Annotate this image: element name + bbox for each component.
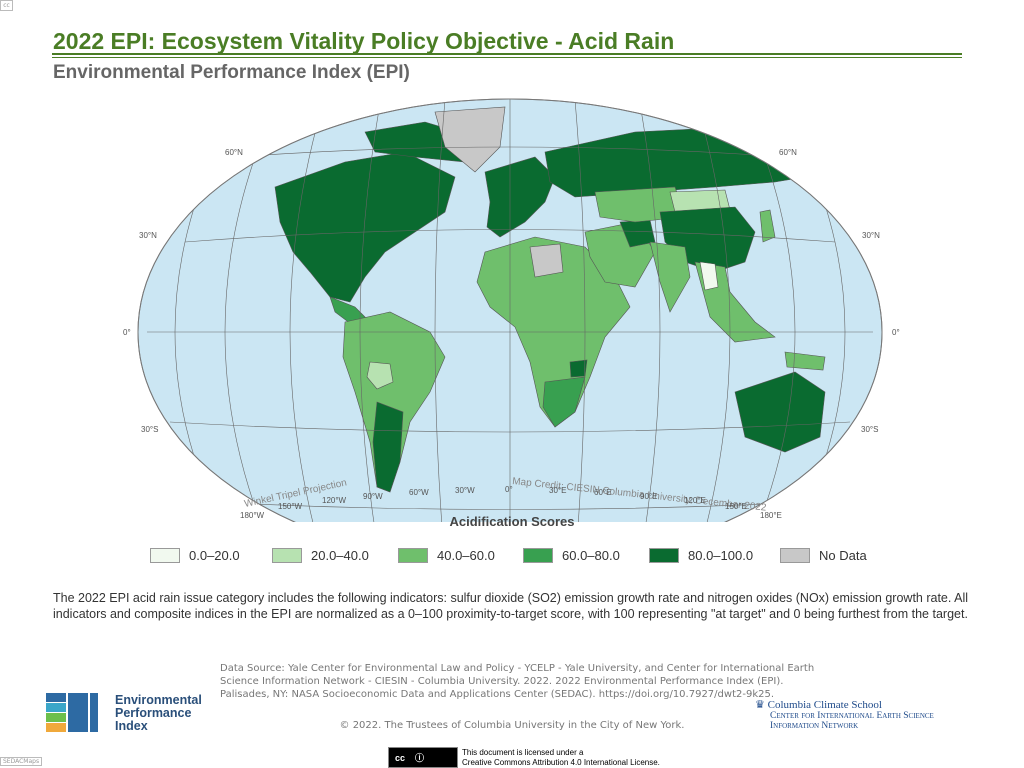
legend-swatch bbox=[272, 548, 302, 563]
ccs-line2: Center for International Earth Science bbox=[770, 711, 934, 721]
epi-logo-line2: Performance bbox=[115, 705, 192, 720]
land-south-africa bbox=[542, 376, 586, 428]
lat-label: 60°N bbox=[779, 148, 797, 157]
license-line1: This document is licensed under a bbox=[462, 748, 584, 757]
land-europe bbox=[484, 156, 556, 238]
legend-label: No Data bbox=[819, 548, 867, 563]
legend-swatch bbox=[398, 548, 428, 563]
land-sahara-nodata bbox=[529, 243, 564, 278]
legend-label: 80.0–100.0 bbox=[688, 548, 754, 563]
land-greenland bbox=[434, 106, 506, 173]
ccs-line1: Columbia Climate School bbox=[767, 699, 882, 711]
land-new-guinea bbox=[784, 351, 826, 371]
map-title: 2022 EPI: Ecosystem Vitality Policy Obje… bbox=[53, 28, 675, 54]
epi-logo-line3: Index bbox=[115, 718, 148, 733]
world-map: 60°N 60°N 30°N 30°N 0° 0° 30°S 30°S Wink… bbox=[123, 98, 900, 522]
legend-label: 40.0–60.0 bbox=[437, 548, 495, 563]
lon-label: 90°E bbox=[640, 492, 657, 501]
map-subtitle: Environmental Performance Index (EPI) bbox=[53, 62, 410, 83]
lon-label: 90°W bbox=[363, 492, 383, 501]
legend-swatch bbox=[649, 548, 679, 563]
land-japan bbox=[759, 209, 776, 243]
land-argentina bbox=[372, 401, 404, 493]
crown-icon: ♛ bbox=[755, 699, 765, 711]
description: The 2022 EPI acid rain issue category in… bbox=[53, 591, 969, 621]
lat-label: 30°S bbox=[141, 425, 158, 434]
legend-item: 40.0–60.0 bbox=[398, 548, 495, 563]
license-text: This document is licensed under a Creati… bbox=[462, 748, 660, 768]
legend-item: 60.0–80.0 bbox=[523, 548, 620, 563]
lat-label: 0° bbox=[123, 328, 131, 337]
legend-label: 60.0–80.0 bbox=[562, 548, 620, 563]
legend-swatch bbox=[780, 548, 810, 563]
lat-label: 30°N bbox=[862, 231, 880, 240]
epi-logo-icon bbox=[46, 693, 98, 732]
legend-item: No Data bbox=[780, 548, 867, 563]
land-bolivia bbox=[366, 361, 394, 390]
lon-label: 150°E bbox=[725, 502, 747, 511]
attribution-icon: ⓘ bbox=[415, 753, 425, 763]
land-thailand bbox=[699, 261, 719, 291]
license-line2: Creative Commons Attribution 4.0 Interna… bbox=[462, 758, 660, 767]
cc-icon: cc bbox=[395, 752, 406, 763]
sedac-maps-label: SEDACMaps bbox=[0, 757, 43, 766]
copyright: © 2022. The Trustees of Columbia Univers… bbox=[339, 720, 685, 731]
lon-label: 30°W bbox=[455, 486, 475, 495]
lon-label: 30°E bbox=[549, 486, 566, 495]
legend-swatch bbox=[523, 548, 553, 563]
title-rule-thin bbox=[52, 57, 962, 58]
columbia-climate-school-logo: ♛ Columbia Climate School Center for Int… bbox=[755, 698, 934, 731]
legend-item: 80.0–100.0 bbox=[649, 548, 753, 563]
legend-swatch bbox=[150, 548, 180, 563]
lon-label: 120°W bbox=[322, 496, 347, 505]
epi-logo: Environmental Performance Index bbox=[46, 693, 202, 733]
lat-label: 60°N bbox=[225, 148, 243, 157]
lon-label: 60°W bbox=[409, 488, 429, 497]
lon-label: 180°W bbox=[240, 511, 265, 520]
lat-label: 0° bbox=[892, 328, 900, 337]
corner-label: cc bbox=[0, 0, 13, 11]
epi-logo-line1: Environmental bbox=[115, 692, 202, 707]
lon-label: 60°E bbox=[594, 488, 611, 497]
legend-item: 20.0–40.0 bbox=[272, 548, 369, 563]
lat-label: 30°S bbox=[861, 425, 878, 434]
land-zimbabwe bbox=[569, 359, 588, 378]
cc-license-badge[interactable]: cc ⓘ bbox=[388, 747, 458, 768]
legend-title: Acidification Scores bbox=[449, 514, 575, 529]
legend-label: 0.0–20.0 bbox=[189, 548, 240, 563]
land-australia bbox=[734, 371, 826, 453]
lon-label: 0° bbox=[505, 485, 513, 494]
ccs-line3: Information Network bbox=[770, 721, 859, 731]
lat-label: 30°N bbox=[139, 231, 157, 240]
lon-label: 180°E bbox=[760, 511, 782, 520]
title-rule bbox=[52, 53, 962, 55]
legend-item: 0.0–20.0 bbox=[150, 548, 240, 563]
lon-label: 120°E bbox=[684, 496, 706, 505]
legend-label: 20.0–40.0 bbox=[311, 548, 369, 563]
land-india bbox=[649, 241, 691, 313]
lon-label: 150°W bbox=[278, 502, 303, 511]
data-source: Data Source: Yale Center for Environment… bbox=[220, 663, 815, 700]
